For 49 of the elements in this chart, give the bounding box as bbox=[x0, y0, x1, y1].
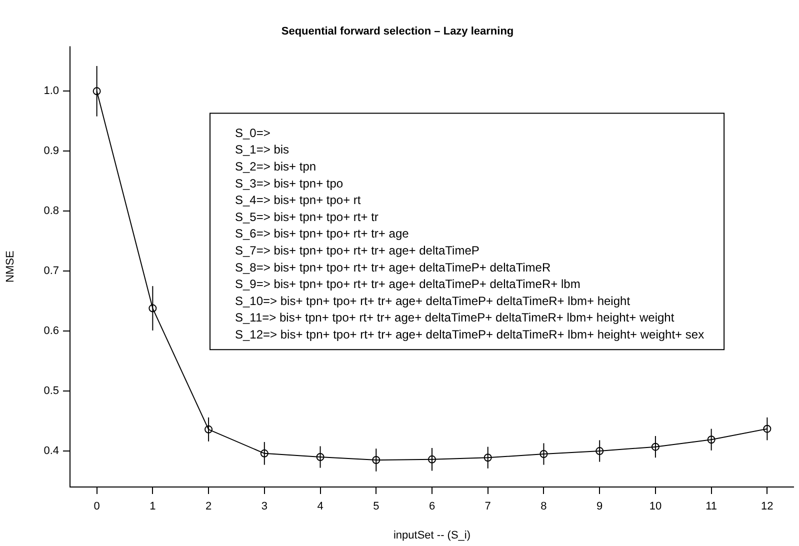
annotation: S_7=> bis+ tpn+ tpo+ rt+ tr+ age+ deltaTimeP bbox=[235, 244, 480, 258]
point bbox=[651, 442, 660, 451]
x-tick-label: 11 bbox=[706, 500, 718, 513]
annotation: S_1=> bis bbox=[235, 142, 290, 157]
annotation: S_12=> bis+ tpn+ tpo+ rt+ tr+ age+ deltaTimeP+ deltaTimeR+ lbm+ height+ weight+ sex bbox=[235, 328, 704, 342]
x-tick-label: 1 bbox=[150, 500, 156, 513]
annotation: S_10=> bis+ tpn+ tpo+ rt+ tr+ age+ deltaTimeP+ deltaTimeR+ lbm+ height bbox=[235, 294, 631, 308]
y-axis-title: NMSE bbox=[4, 250, 17, 282]
x-tick-label: 0 bbox=[94, 500, 100, 513]
chart-title: Sequential forward selection – Lazy learning bbox=[281, 26, 514, 38]
point bbox=[148, 304, 157, 312]
point bbox=[92, 87, 101, 96]
y-tick-label: 0.8 bbox=[44, 205, 59, 218]
x-tick-label: 9 bbox=[596, 500, 603, 513]
x-tick-label: 4 bbox=[317, 500, 324, 513]
x-axis-title: inputSet -- (S_i) bbox=[393, 529, 471, 542]
annotation: S_8=> bis+ tpn+ tpo+ rt+ tr+ age+ deltaTimeP+ deltaTimeR bbox=[235, 260, 551, 274]
point bbox=[260, 449, 268, 458]
y-tick-label: 0.9 bbox=[44, 145, 59, 158]
annotation: S_9=> bis+ tpn+ tpo+ rt+ tr+ age+ deltaTimeP+ deltaTimeR+ lbm bbox=[235, 277, 580, 292]
point bbox=[707, 436, 716, 444]
point bbox=[540, 450, 548, 458]
x-tick-label: 3 bbox=[261, 500, 268, 513]
annotation: S_5=> bis+ tpn+ tpo+ rt+ tr bbox=[235, 210, 378, 224]
annotation: S_4=> bis+ tpn+ tpo+ rt bbox=[235, 193, 362, 208]
annotation: S_2=> bis+ tpn bbox=[235, 160, 316, 174]
y-tick-label: 0.7 bbox=[44, 265, 59, 278]
point bbox=[204, 425, 213, 434]
annotation: S_11=> bis+ tpn+ tpo+ rt+ tr+ age+ deltaTimeP+ deltaTimeR+ lbm+ height+ weight bbox=[235, 310, 675, 325]
y-tick-label: 1.0 bbox=[44, 85, 59, 98]
y-tick-label: 0.4 bbox=[44, 445, 59, 458]
x-tick-label: 6 bbox=[428, 500, 436, 513]
x-tick-label: 10 bbox=[649, 500, 662, 513]
annotation: S_6=> bis+ tpn+ tpo+ rt+ tr+ age bbox=[235, 226, 410, 241]
y-tick-label: 0.5 bbox=[44, 385, 59, 398]
point bbox=[372, 456, 380, 464]
x-tick-label: 2 bbox=[205, 500, 212, 513]
annotation: S_3=> bis+ tpn+ tpo bbox=[235, 176, 344, 190]
point bbox=[316, 453, 324, 462]
y-tick-label: 0.6 bbox=[44, 325, 59, 338]
x-tick-label: 7 bbox=[484, 500, 491, 513]
point bbox=[596, 447, 604, 456]
x-tick-label: 8 bbox=[540, 500, 547, 513]
annotation: S_0=> bbox=[235, 126, 270, 140]
x-tick-label: 5 bbox=[373, 500, 380, 513]
point bbox=[484, 454, 492, 462]
point bbox=[763, 424, 772, 433]
x-tick-label: 12 bbox=[761, 500, 774, 513]
point bbox=[428, 455, 436, 464]
